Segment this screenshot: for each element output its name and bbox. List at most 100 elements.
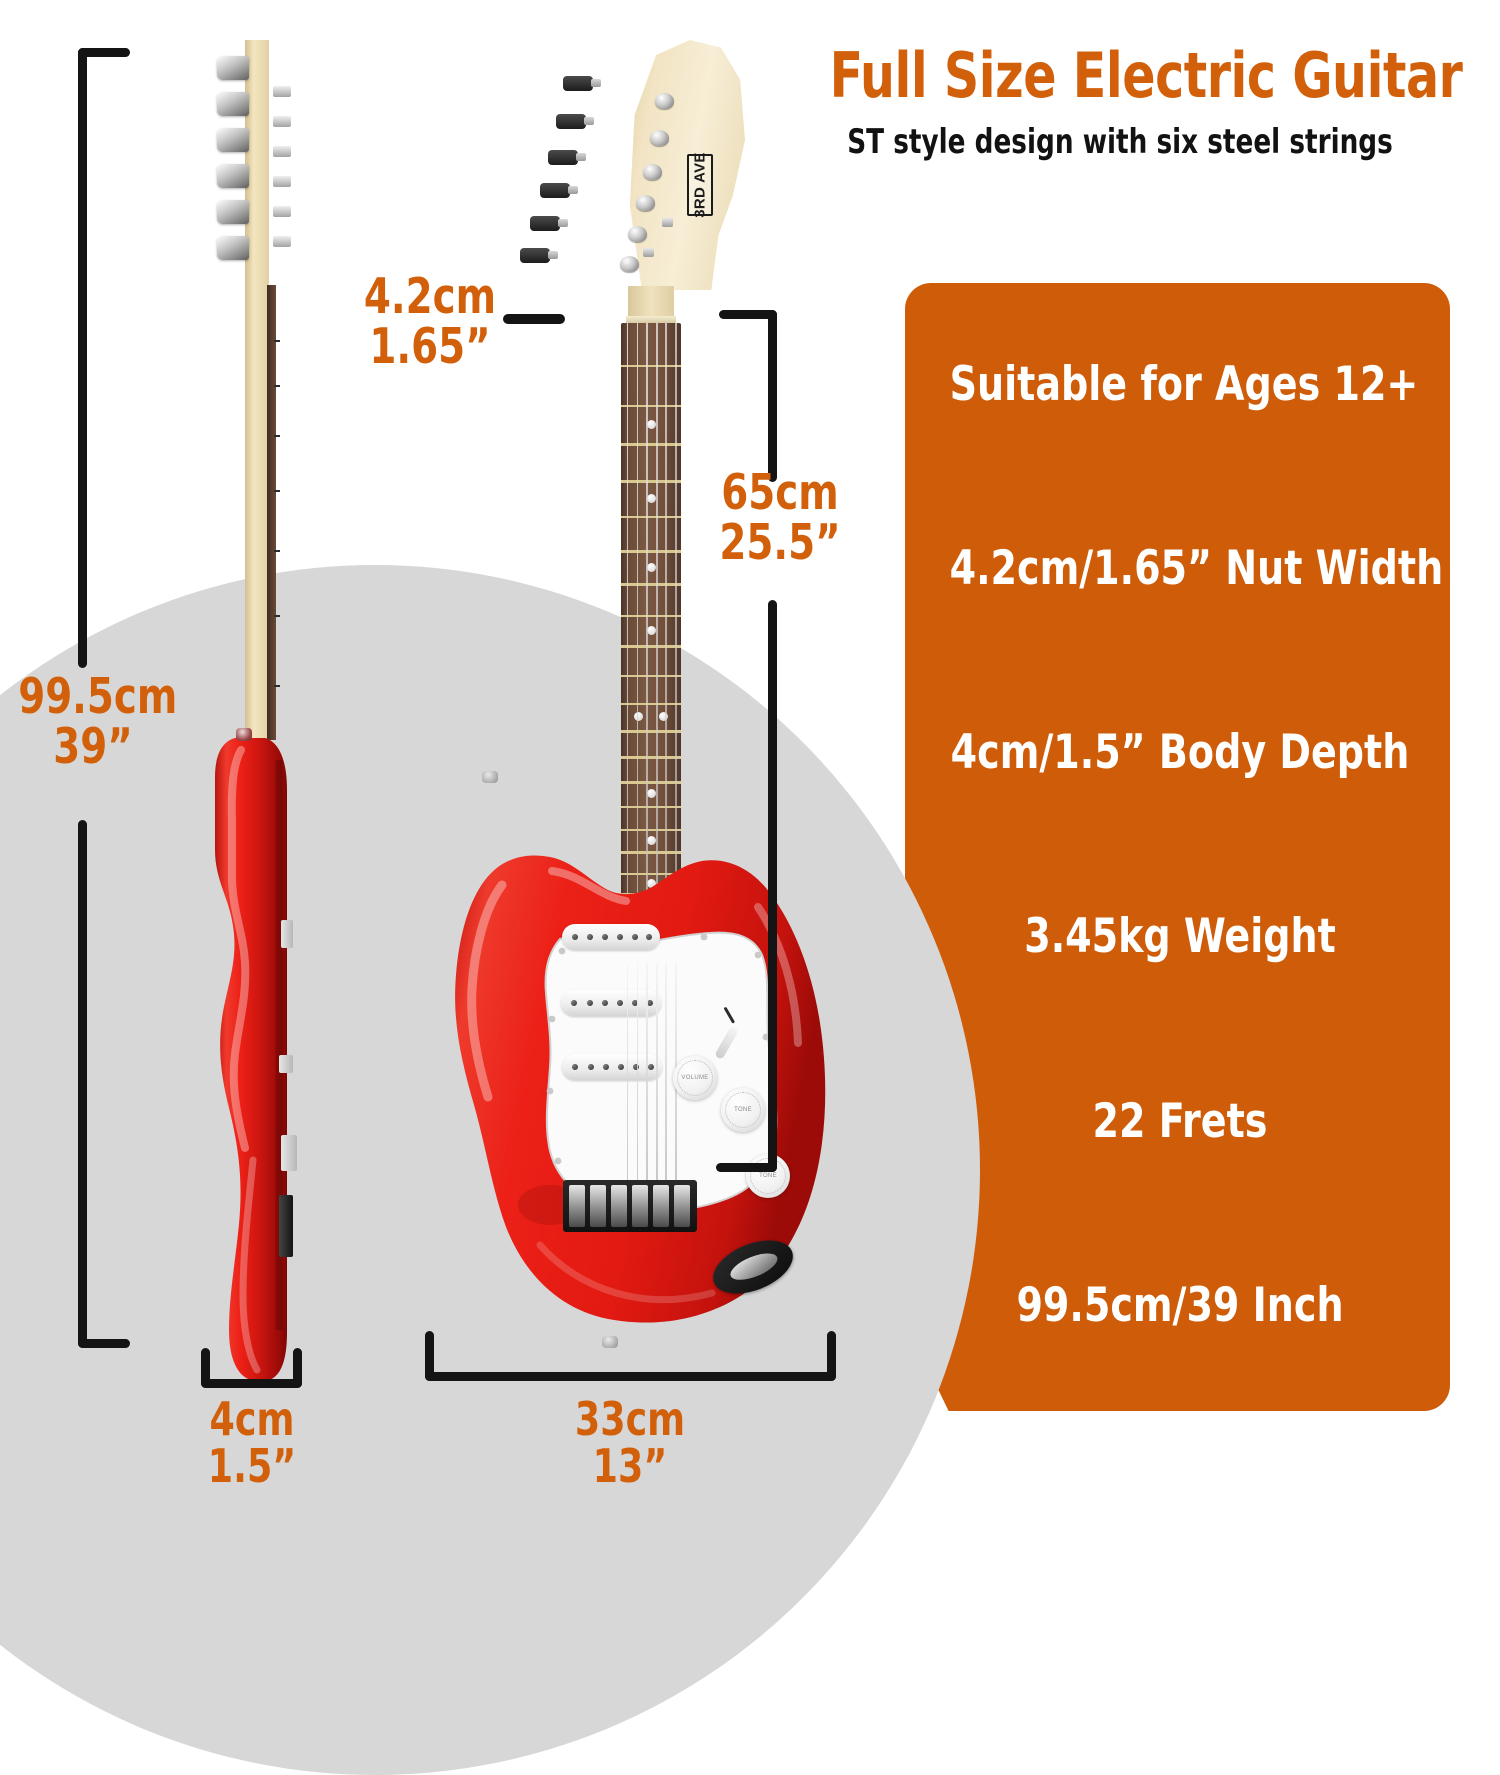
length-bracket-lower-line xyxy=(78,820,87,1348)
string-retainer-icon xyxy=(662,218,673,227)
nut-width-leader-line xyxy=(503,314,565,324)
tone-knob-2-label: TONE xyxy=(759,1173,777,1179)
fret xyxy=(621,781,681,784)
side-fret xyxy=(274,685,280,687)
side-hardware-detail xyxy=(279,1055,293,1073)
tone-knob-1[interactable]: TONE xyxy=(721,1088,765,1132)
side-fret xyxy=(274,340,280,342)
side-body-profile xyxy=(195,730,325,1390)
tuner-key-icon xyxy=(563,76,601,91)
side-tuner-icon xyxy=(217,164,249,188)
volume-knob-label: VOLUME xyxy=(681,1075,709,1081)
pickup-bridge xyxy=(562,1054,662,1080)
tuner-key-icon xyxy=(548,150,586,165)
side-fret xyxy=(274,490,280,492)
side-tuner-icon xyxy=(217,92,249,116)
tone-knob-1-label: TONE xyxy=(734,1107,752,1113)
fret xyxy=(621,404,681,408)
side-neck xyxy=(245,40,267,740)
guitar-string xyxy=(646,963,648,1188)
dimension-label-scale-length: 65cm 25.5” xyxy=(714,468,846,568)
side-tuner-icon xyxy=(217,200,249,224)
scale-length-imperial: 25.5” xyxy=(719,513,841,571)
width-bracket-bottom xyxy=(425,1372,836,1381)
tuner-button-icon xyxy=(643,164,662,180)
pickup-middle xyxy=(561,990,661,1016)
fret xyxy=(621,756,681,759)
volume-knob[interactable]: VOLUME xyxy=(673,1056,717,1100)
fret-inlay-dot xyxy=(646,879,656,889)
fret-inlay-dot xyxy=(646,562,656,572)
depth-bracket-left-arm xyxy=(201,1348,210,1388)
tuner-key-icon xyxy=(540,183,578,198)
tuner-button-icon xyxy=(655,93,674,109)
side-fret xyxy=(274,550,280,552)
width-bracket-left-arm xyxy=(425,1331,434,1381)
side-string-post-icon xyxy=(273,116,291,127)
guitar-string xyxy=(636,963,638,1188)
length-bracket-top-arm xyxy=(78,48,130,57)
nut-width-imperial: 1.65” xyxy=(369,317,491,375)
fret-inlay-dot xyxy=(659,712,669,722)
feature-item-age: Suitable for Ages 12+ xyxy=(949,357,1419,412)
feature-item-nut-width: 4.2cm/1.65” Nut Width xyxy=(949,541,1444,597)
fret xyxy=(621,674,681,678)
tuner-button-icon xyxy=(620,256,639,272)
guitar-string xyxy=(636,323,638,963)
tuner-key-icon xyxy=(530,216,568,231)
side-string-post-icon xyxy=(273,236,291,247)
guitar-string xyxy=(655,323,658,963)
side-hardware-detail xyxy=(281,1135,297,1171)
nut xyxy=(626,316,676,323)
tuner-button-icon xyxy=(650,130,669,146)
side-tuner-icon xyxy=(217,56,249,80)
side-fretboard xyxy=(267,285,276,740)
fret-inlay-dot xyxy=(646,789,656,799)
side-bridge-detail xyxy=(279,1195,293,1257)
fret-inlay-dot xyxy=(646,493,656,503)
depth-bracket-bottom xyxy=(201,1379,302,1388)
tuner-button-icon xyxy=(628,226,647,242)
overall-length-metric: 99.5cm xyxy=(18,668,178,725)
fret-inlay-dot xyxy=(634,712,644,722)
dimension-label-body-width: 33cm 13” xyxy=(563,1396,697,1490)
side-tuner-icon xyxy=(217,128,249,152)
side-fret xyxy=(274,435,280,437)
side-fret xyxy=(274,615,280,617)
tuner-key-icon xyxy=(520,248,558,263)
length-bracket-upper-line xyxy=(78,48,87,668)
feature-panel-background xyxy=(905,283,1450,1411)
fret xyxy=(621,872,681,876)
feature-item-weight: 3.45kg Weight xyxy=(1024,909,1336,965)
body-depth-imperial: 1.5” xyxy=(207,1438,297,1493)
side-string-post-icon xyxy=(273,146,291,157)
feature-item-frets: 22 Frets xyxy=(1092,1093,1268,1149)
side-hardware-detail xyxy=(281,920,293,948)
fret-inlay-dot xyxy=(646,419,656,429)
guitar-string xyxy=(655,963,658,1188)
dimension-label-nut-width: 4.2cm 1.65” xyxy=(360,272,501,372)
nut-width-metric: 4.2cm xyxy=(363,268,497,325)
feature-item-length: 99.5cm/39 Inch xyxy=(1016,1277,1344,1333)
brand-logo-text: 3RD AVE xyxy=(691,152,709,218)
strap-button-top-icon xyxy=(482,771,498,783)
guitar-string xyxy=(627,323,628,963)
scale-bracket-bottom-arm xyxy=(716,1163,777,1172)
guitar-string xyxy=(675,323,678,963)
dimension-label-body-depth: 4cm 1.5” xyxy=(203,1396,302,1490)
string-retainer-icon xyxy=(643,248,654,257)
fret xyxy=(621,480,681,483)
body-depth-metric: 4cm xyxy=(209,1392,295,1446)
length-bracket-bottom-arm xyxy=(78,1339,130,1348)
side-string-post-icon xyxy=(273,86,291,97)
fret xyxy=(621,702,681,706)
brand-logo: 3RD AVE xyxy=(687,152,713,218)
scale-bracket-upper-line xyxy=(768,310,777,482)
side-tuner-icon xyxy=(217,236,249,260)
fret xyxy=(621,828,681,832)
feature-item-body-depth: 4cm/1.5” Body Depth xyxy=(950,725,1410,781)
fret xyxy=(621,645,681,648)
guitar-string xyxy=(665,323,668,963)
side-string-post-icon xyxy=(273,206,291,217)
guitar-front-view: 3RD AVE xyxy=(430,40,850,1370)
